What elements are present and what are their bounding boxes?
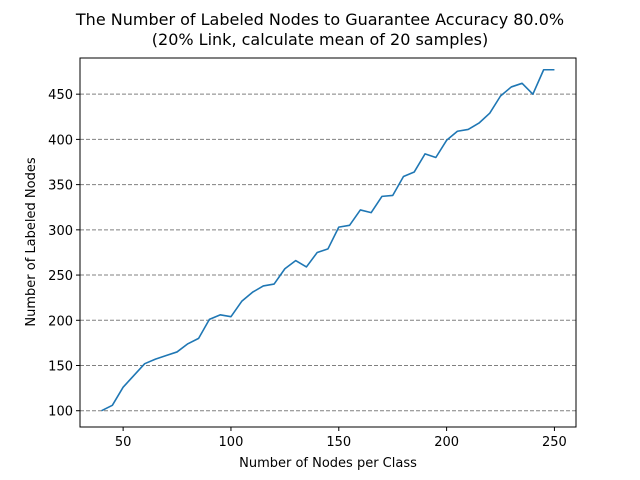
y-tick-label: 200	[48, 314, 73, 329]
series-lines	[101, 68, 555, 412]
chart-subtitle: (20% Link, calculate mean of 20 samples)	[152, 30, 488, 49]
y-tick-label: 400	[48, 133, 73, 148]
x-tick-label: 250	[542, 435, 567, 450]
y-tick-label: 250	[48, 269, 73, 284]
x-tick-label: 50	[115, 435, 132, 450]
y-axis-label: Number of Labeled Nodes	[24, 157, 39, 326]
x-axis-ticks: 50 100 150 200 250	[115, 427, 567, 450]
y-tick-label: 150	[48, 360, 73, 375]
chart-title: The Number of Labeled Nodes to Guarantee…	[75, 10, 564, 29]
x-tick-label: 150	[326, 435, 351, 450]
y-tick-label: 450	[48, 88, 73, 103]
x-tick-label: 200	[434, 435, 459, 450]
x-axis-label: Number of Nodes per Class	[239, 456, 417, 471]
plot-frame	[79, 57, 577, 428]
gridlines	[80, 93, 576, 412]
series-line	[101, 68, 555, 412]
x-tick-label: 100	[219, 435, 244, 450]
y-axis-ticks: 100 150 200 250 300 350 400 450	[48, 88, 80, 420]
y-tick-label: 350	[48, 179, 73, 194]
y-tick-label: 100	[48, 405, 73, 420]
y-tick-label: 300	[48, 224, 73, 239]
